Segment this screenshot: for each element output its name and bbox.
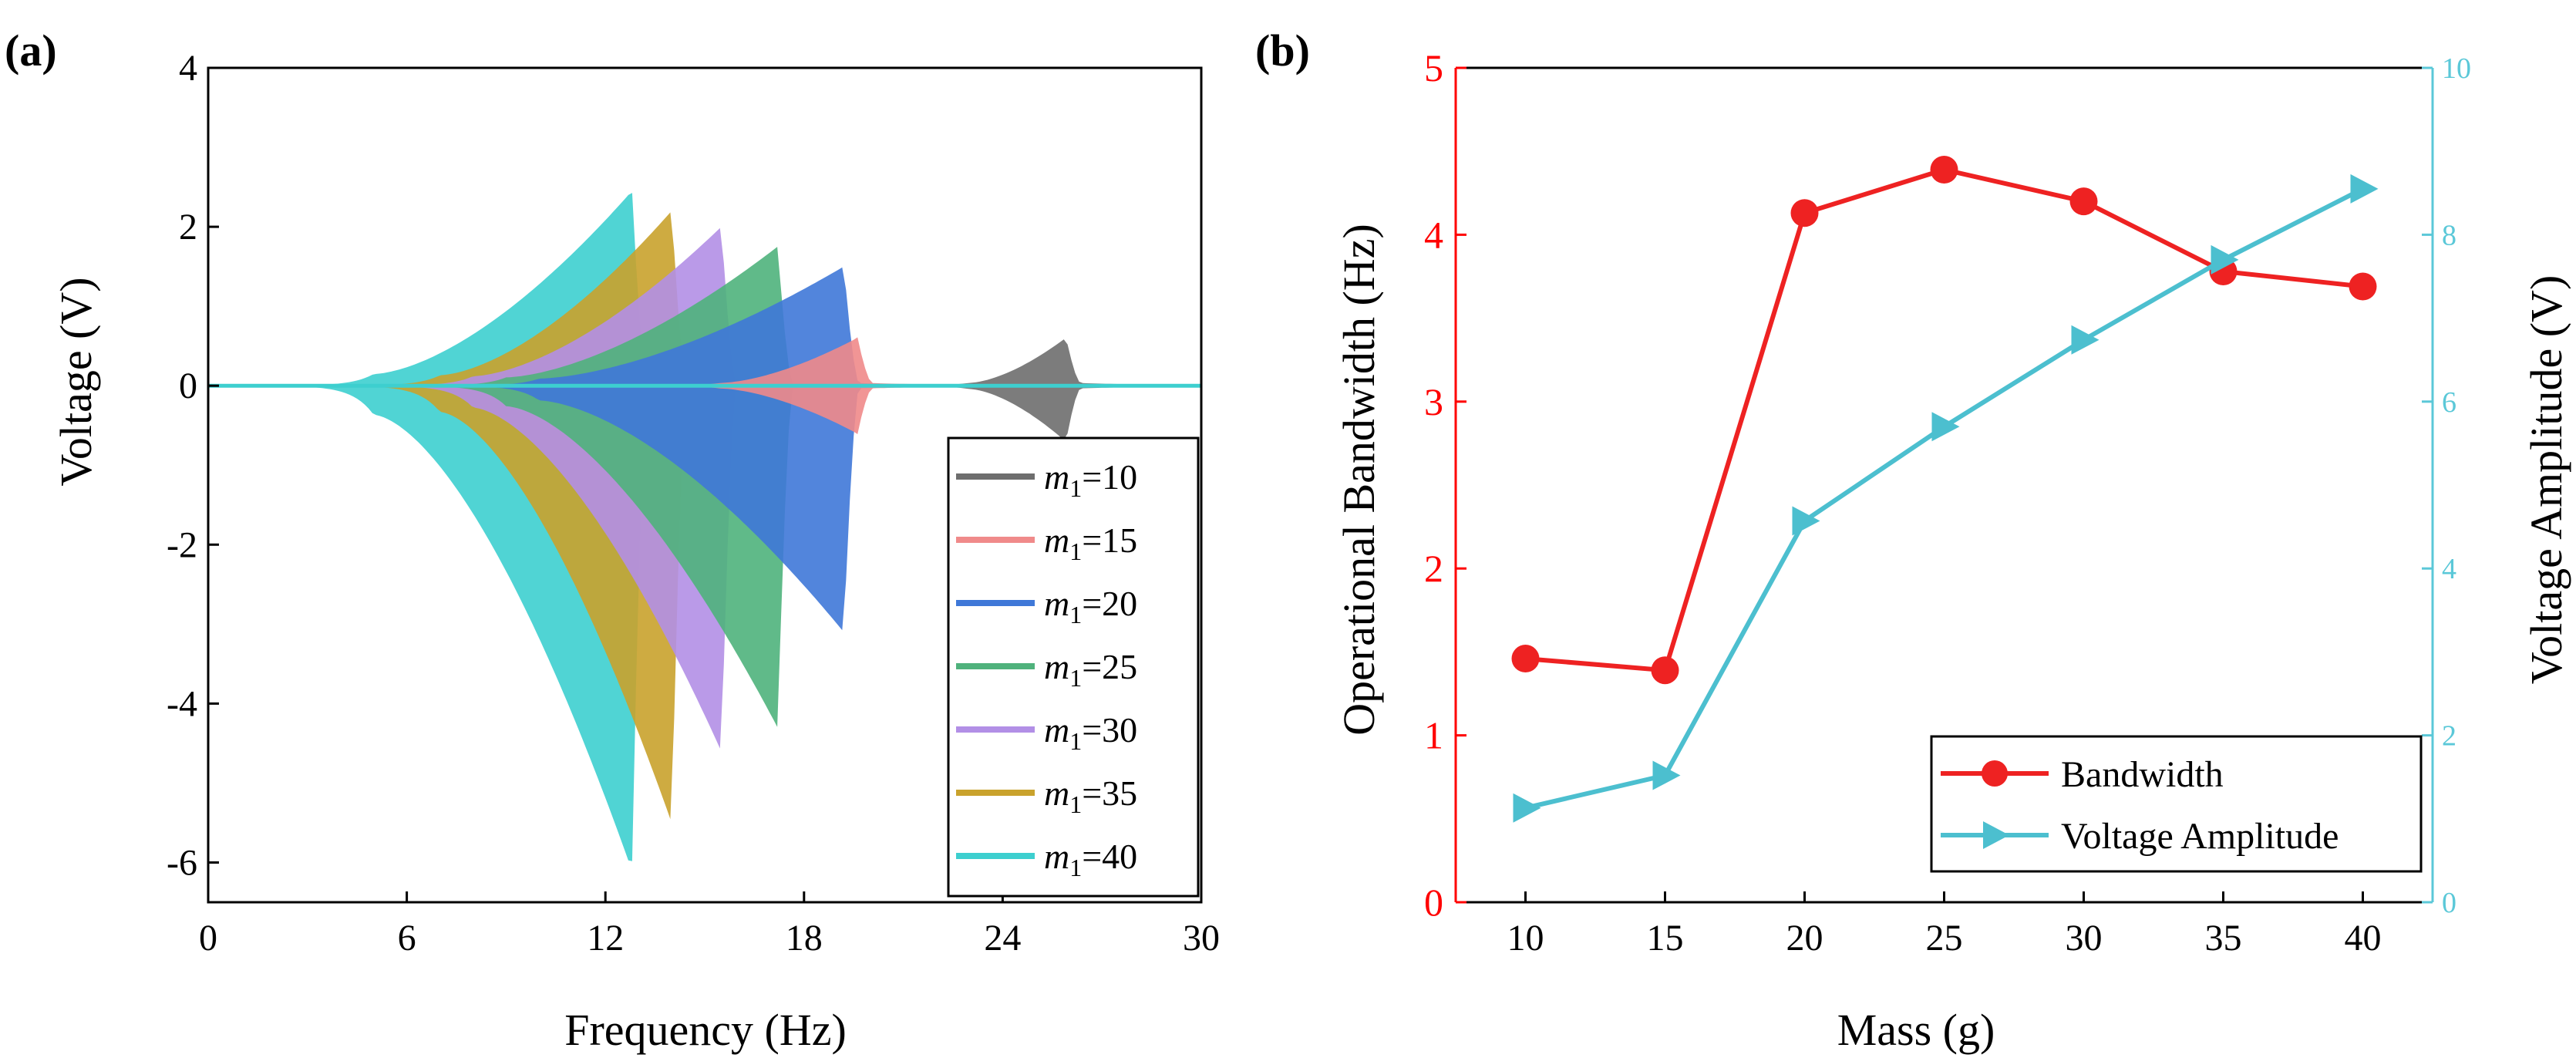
legend-label: m1=10 bbox=[1044, 457, 1137, 502]
data-point-voltage-amplitude bbox=[1513, 793, 1541, 823]
data-point-bandwidth bbox=[1511, 645, 1540, 673]
panel-b-plot-area bbox=[1511, 156, 2379, 823]
panel-b-axes: 10 15 20 25 30 35 40 0 1 2 3 4 5 0 2 4 6 8 10 bbox=[1424, 46, 2471, 959]
y-tick-label: 0 bbox=[179, 366, 197, 406]
right-y-tick-label: 6 bbox=[2442, 386, 2456, 419]
x-tick-label: 35 bbox=[2205, 918, 2242, 959]
left-y-tick-label: 5 bbox=[1424, 46, 1443, 89]
x-tick-label: 18 bbox=[786, 918, 823, 959]
left-y-tick-label: 4 bbox=[1424, 213, 1443, 256]
x-tick-label: 10 bbox=[1507, 918, 1544, 959]
panel-a-y-axis-title: Voltage (V) bbox=[51, 277, 101, 486]
data-point-bandwidth bbox=[2349, 272, 2377, 301]
x-tick-label: 6 bbox=[398, 918, 416, 959]
legend-label: m1=20 bbox=[1044, 584, 1137, 628]
panel-a-legend: m1=10 m1=15 m1=20 m1=25 m1=30 m1=35 m1=40 bbox=[947, 436, 1200, 898]
legend-marker bbox=[1983, 821, 2009, 849]
data-point-voltage-amplitude bbox=[1792, 506, 1820, 536]
panel-b-left-y-axis-title: Operational Bandwidth (Hz) bbox=[1334, 224, 1384, 736]
panel-b: (b) 10 15 20 25 30 35 40 0 1 2 3 4 5 0 2 4 6 8 10 Mass (g)… bbox=[1255, 25, 2571, 1055]
x-tick-label: 15 bbox=[1647, 918, 1684, 959]
left-y-tick-label: 3 bbox=[1424, 380, 1443, 423]
right-y-tick-label: 8 bbox=[2442, 219, 2456, 251]
legend-label: m1=40 bbox=[1044, 837, 1137, 881]
y-tick-label: -2 bbox=[167, 524, 197, 565]
panel-a-label: (a) bbox=[5, 25, 57, 76]
y-tick-label: -6 bbox=[167, 842, 197, 883]
panel-b-x-axis-title: Mass (g) bbox=[1837, 1005, 1995, 1055]
legend-box bbox=[1930, 735, 2423, 873]
left-y-tick-label: 0 bbox=[1424, 881, 1443, 924]
series-envelope-m1=40 bbox=[208, 193, 1201, 861]
data-point-bandwidth bbox=[1651, 656, 1679, 685]
y-tick-label: -4 bbox=[167, 683, 197, 724]
x-tick-label: 25 bbox=[1926, 918, 1963, 959]
x-tick-label: 24 bbox=[984, 918, 1021, 959]
panel-a-x-axis-title: Frequency (Hz) bbox=[564, 1005, 847, 1055]
right-y-tick-label: 2 bbox=[2442, 720, 2456, 753]
x-tick-label: 12 bbox=[587, 918, 624, 959]
panel-b-label: (b) bbox=[1255, 25, 1310, 76]
data-point-voltage-amplitude bbox=[1931, 412, 1960, 442]
legend-label: Bandwidth bbox=[2061, 754, 2224, 795]
panel-a-frame bbox=[207, 66, 1203, 904]
x-tick-label: 40 bbox=[2345, 918, 2382, 959]
right-y-tick-label: 10 bbox=[2442, 52, 2471, 85]
data-point-voltage-amplitude bbox=[1652, 760, 1681, 790]
legend-label: m1=35 bbox=[1044, 773, 1137, 818]
data-point-voltage-amplitude bbox=[2071, 325, 2100, 355]
panel-a-plot-area bbox=[208, 193, 1201, 861]
right-y-tick-label: 0 bbox=[2442, 887, 2456, 919]
data-point-voltage-amplitude bbox=[2350, 174, 2379, 204]
data-point-bandwidth bbox=[1930, 156, 1958, 184]
data-point-bandwidth bbox=[1790, 199, 1819, 227]
right-y-tick-label: 4 bbox=[2442, 553, 2456, 585]
data-point-voltage-amplitude bbox=[2211, 244, 2239, 275]
series-envelope-m1=10 bbox=[208, 339, 1201, 440]
x-tick-label: 0 bbox=[199, 918, 217, 959]
panel-b-right-y-axis-title: Voltage Amplitude (V) bbox=[2521, 275, 2571, 685]
y-tick-label: 2 bbox=[179, 207, 197, 248]
legend-label: m1=15 bbox=[1044, 521, 1137, 565]
series-line-Voltage Amplitude bbox=[1524, 187, 2364, 810]
legend-label: Voltage Amplitude bbox=[2061, 816, 2339, 857]
x-tick-label: 30 bbox=[1183, 918, 1220, 959]
y-tick-label: 4 bbox=[179, 48, 197, 89]
series-envelope-m1=20 bbox=[208, 267, 1201, 631]
legend-marker bbox=[1982, 760, 2008, 787]
x-tick-label: 20 bbox=[1786, 918, 1823, 959]
left-y-tick-label: 1 bbox=[1424, 714, 1443, 757]
panel-b-legend: Bandwidth Voltage Amplitude bbox=[1930, 735, 2423, 873]
legend-label: m1=25 bbox=[1044, 647, 1137, 692]
legend-label: m1=30 bbox=[1044, 710, 1137, 755]
x-tick-label: 30 bbox=[2066, 918, 2103, 959]
left-y-tick-label: 2 bbox=[1424, 547, 1443, 590]
data-point-bandwidth bbox=[2069, 187, 2098, 216]
